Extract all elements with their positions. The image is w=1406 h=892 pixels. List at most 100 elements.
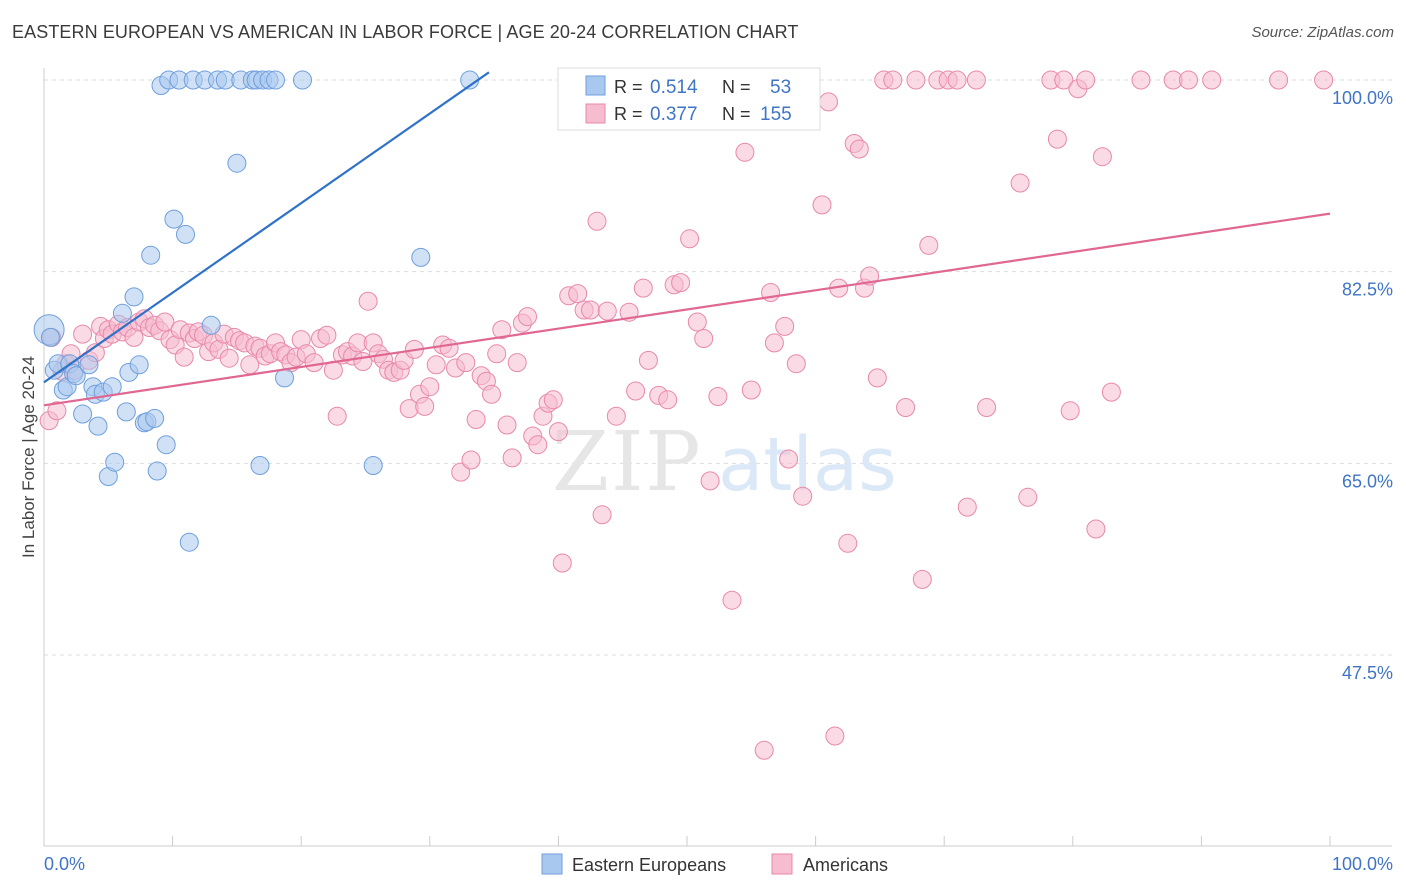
americans-point [358, 291, 378, 311]
americans-point [528, 435, 548, 455]
americans-point [219, 348, 239, 368]
americans-point [543, 390, 563, 410]
eastern-europeans-point [176, 224, 195, 244]
americans-point [735, 142, 755, 162]
americans-point [838, 533, 858, 553]
eastern-europeans-point [105, 452, 125, 472]
legend-n-label-1: N = [722, 77, 751, 97]
americans-point [426, 355, 446, 375]
americans-point [487, 344, 507, 364]
legend-swatch-blue [585, 75, 606, 96]
americans-points [39, 70, 1334, 760]
americans-point [825, 726, 845, 746]
americans-point [793, 486, 813, 506]
americans-point [786, 354, 806, 374]
eastern-europeans-point [124, 287, 144, 307]
y-tick-label: 100.0% [1332, 88, 1393, 108]
legend-n-value-1: 53 [770, 77, 791, 98]
eastern-europeans-points [33, 70, 480, 552]
americans-point [687, 312, 707, 332]
americans-point [671, 273, 691, 293]
americans-point [587, 211, 607, 231]
source-credit: Source: ZipAtlas.com [1251, 24, 1394, 41]
americans-point [977, 398, 997, 417]
americans-point [492, 320, 512, 340]
americans-point [482, 384, 501, 404]
americans-point [415, 396, 435, 416]
legend-r-value-1: 0.514 [650, 77, 698, 98]
americans-point [466, 410, 486, 429]
eastern-europeans-point [116, 402, 136, 422]
legend-swatch-pink [585, 103, 606, 124]
eastern-europeans-point [201, 315, 221, 335]
americans-point [722, 590, 742, 610]
americans-point [597, 301, 617, 321]
americans-point [451, 462, 471, 482]
legend-r-label-1: R = [614, 77, 643, 97]
americans-point [1131, 70, 1151, 90]
legend-r-value-2: 0.377 [650, 104, 698, 125]
americans-point [896, 398, 916, 417]
americans-point [633, 278, 653, 298]
americans-point [741, 380, 761, 400]
americans-point [548, 422, 568, 442]
americans-point [1101, 382, 1121, 402]
y-tick-label: 47.5% [1342, 663, 1393, 683]
americans-point [497, 415, 517, 435]
americans-point [502, 448, 522, 468]
eastern-europeans-point [73, 404, 93, 424]
americans-point [155, 312, 175, 332]
eastern-europeans-point [66, 366, 86, 386]
americans-point [779, 449, 799, 469]
eastern-europeans-trend-line [43, 71, 490, 384]
axes [43, 68, 1392, 847]
americans-point [1269, 70, 1289, 90]
americans-point [1010, 173, 1030, 193]
eastern-europeans-point [129, 355, 149, 375]
americans-point [568, 284, 588, 304]
eastern-europeans-point [112, 303, 132, 323]
americans-point [819, 92, 838, 112]
americans-point [947, 70, 967, 90]
americans-point [507, 353, 527, 373]
eastern-europeans-point [147, 461, 167, 481]
eastern-europeans-point [179, 532, 199, 552]
americans-point [47, 401, 67, 421]
eastern-europeans-point [141, 245, 161, 265]
americans-point [764, 333, 784, 353]
eastern-europeans-point [156, 435, 176, 455]
eastern-europeans-point [79, 355, 99, 375]
series-legend-label-pink: Americans [803, 855, 888, 875]
eastern-europeans-point [275, 368, 294, 388]
eastern-europeans-point [363, 456, 383, 475]
eastern-europeans-point [88, 416, 108, 436]
legend-r-label-2: R = [614, 104, 643, 124]
americans-point [1018, 487, 1038, 507]
americans-point [966, 70, 986, 90]
americans-point [1047, 129, 1067, 149]
americans-point [867, 368, 887, 388]
y-tick-labels: 47.5% 65.0% 82.5% 100.0% [1332, 88, 1393, 683]
y-tick-label: 82.5% [1342, 280, 1393, 300]
americans-point [461, 450, 481, 470]
chart-title: EASTERN EUROPEAN VS AMERICAN IN LABOR FO… [12, 22, 799, 42]
x-tick-label-max: 100.0% [1332, 854, 1393, 874]
americans-point [812, 195, 832, 215]
americans-point [883, 70, 903, 90]
americans-point [1314, 70, 1334, 90]
eastern-europeans-point [102, 377, 122, 397]
americans-point [638, 350, 658, 370]
americans-point [1060, 401, 1080, 421]
series-legend-label-blue: Eastern Europeans [572, 855, 726, 875]
americans-point [174, 347, 194, 367]
americans-point [439, 338, 459, 358]
americans-point [1202, 70, 1222, 90]
americans-point [1076, 70, 1096, 90]
americans-point [1179, 70, 1198, 90]
americans-point [700, 471, 720, 491]
eastern-europeans-point [266, 70, 285, 90]
americans-point [420, 377, 440, 397]
watermark: ZIP atlas [552, 415, 897, 510]
eastern-europeans-point [40, 327, 60, 347]
